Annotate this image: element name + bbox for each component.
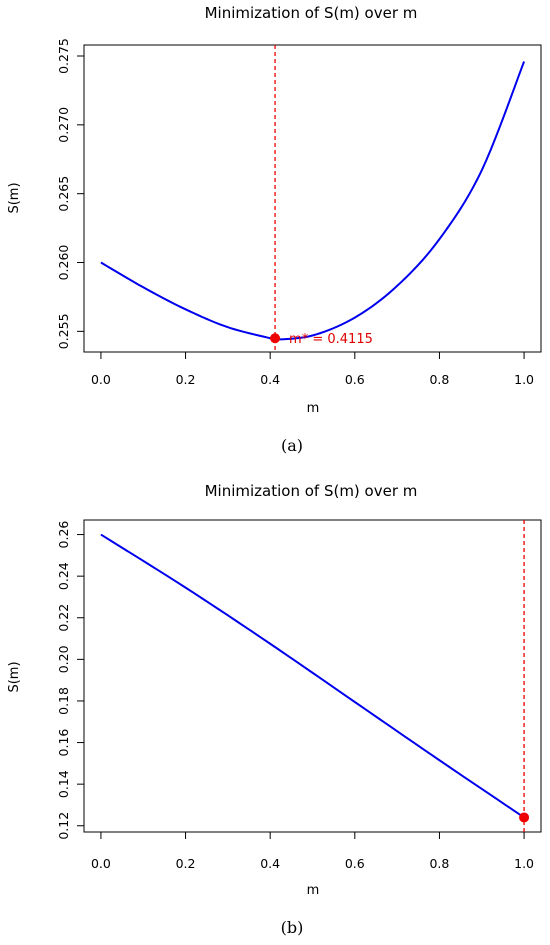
x-tick-label: 0.8: [429, 856, 449, 871]
y-tick-label: 0.16: [56, 729, 71, 757]
y-tick-label: 0.24: [56, 562, 71, 590]
x-tick-label: 0.4: [260, 856, 280, 871]
x-tick-label: 0.6: [345, 372, 365, 387]
x-tick-label: 1.0: [514, 856, 534, 871]
x-tick-label: 1.0: [514, 372, 534, 387]
y-tick-label: 0.265: [56, 176, 71, 212]
optimum-point: [270, 333, 281, 344]
plot-frame: [83, 519, 542, 833]
optimum-annotation: m* = 0.4115: [289, 332, 373, 347]
chart-title: Minimization of S(m) over m: [205, 482, 418, 500]
y-axis-label: S(m): [7, 182, 22, 213]
x-tick-label: 0.0: [91, 372, 111, 387]
y-tick-label: 0.26: [56, 521, 71, 549]
x-axis-label: m: [307, 401, 320, 416]
y-tick-label: 0.20: [56, 645, 71, 673]
chart-b: Minimization of S(m) over m S(m) m (b) 0…: [7, 482, 542, 937]
x-tick-label: 0.2: [176, 372, 196, 387]
x-axis-label: m: [307, 883, 320, 898]
x-tick-label: 0.0: [91, 856, 111, 871]
y-tick-label: 0.12: [56, 812, 71, 840]
chart-a: Minimization of S(m) over m S(m) m (a) 0…: [7, 4, 542, 455]
x-tick-label: 0.6: [345, 856, 365, 871]
y-tick-label: 0.18: [56, 687, 71, 715]
panel-label: (a): [281, 436, 303, 455]
plot-frame: [83, 44, 542, 353]
y-tick-label: 0.260: [56, 245, 71, 281]
y-axis-label: S(m): [7, 661, 22, 692]
y-tick-label: 0.270: [56, 107, 71, 143]
chart-title: Minimization of S(m) over m: [205, 4, 418, 22]
y-tick-label: 0.275: [56, 38, 71, 74]
panel-label: (b): [281, 918, 304, 937]
y-tick-label: 0.14: [56, 770, 71, 798]
y-tick-label: 0.22: [56, 604, 71, 632]
optimum-point: [519, 812, 530, 823]
x-tick-label: 0.2: [176, 856, 196, 871]
series-line: [100, 533, 525, 819]
y-tick-label: 0.255: [56, 313, 71, 349]
x-tick-label: 0.8: [429, 372, 449, 387]
x-tick-label: 0.4: [260, 372, 280, 387]
series-line: [100, 61, 526, 341]
